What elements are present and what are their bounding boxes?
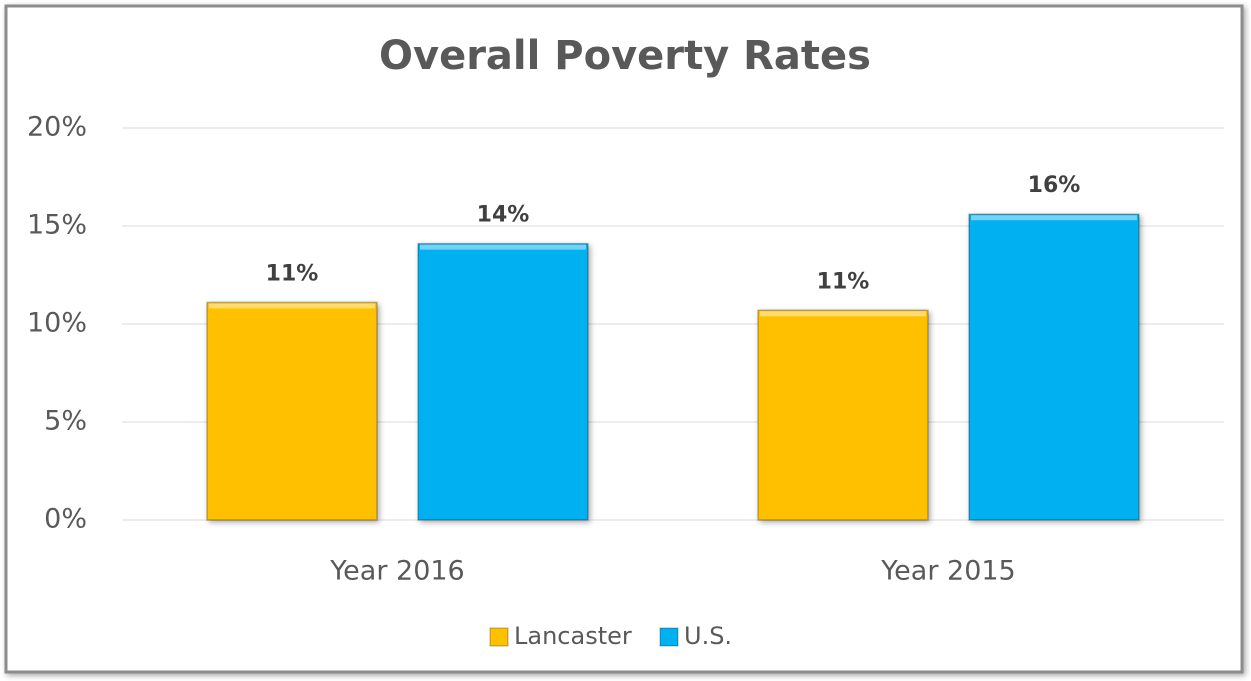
bar: [206, 301, 378, 521]
legend-swatch: [489, 627, 509, 647]
bar-highlight: [420, 244, 586, 250]
y-tick-label: 15%: [27, 210, 87, 241]
y-tick-label: 20%: [27, 112, 87, 143]
bar: [968, 213, 1140, 521]
bar-highlight: [971, 215, 1137, 221]
x-tick-label: Year 2016: [329, 556, 464, 587]
data-label: 11%: [266, 261, 319, 286]
bar-highlight: [209, 303, 375, 309]
legend-swatch: [659, 627, 679, 647]
bar: [757, 309, 929, 521]
legend-label: U.S.: [684, 622, 732, 650]
x-tick-label: Year 2015: [880, 556, 1015, 587]
bar: [417, 242, 589, 521]
chart-title: Overall Poverty Rates: [379, 33, 871, 79]
y-tick-label: 5%: [44, 406, 87, 437]
data-label: 14%: [477, 203, 530, 228]
data-label: 11%: [817, 269, 870, 294]
y-tick-label: 10%: [27, 308, 87, 339]
bar-highlight: [760, 311, 926, 317]
legend-label: Lancaster: [514, 622, 632, 650]
data-label: 16%: [1028, 173, 1081, 198]
y-tick-label: 0%: [44, 504, 87, 535]
